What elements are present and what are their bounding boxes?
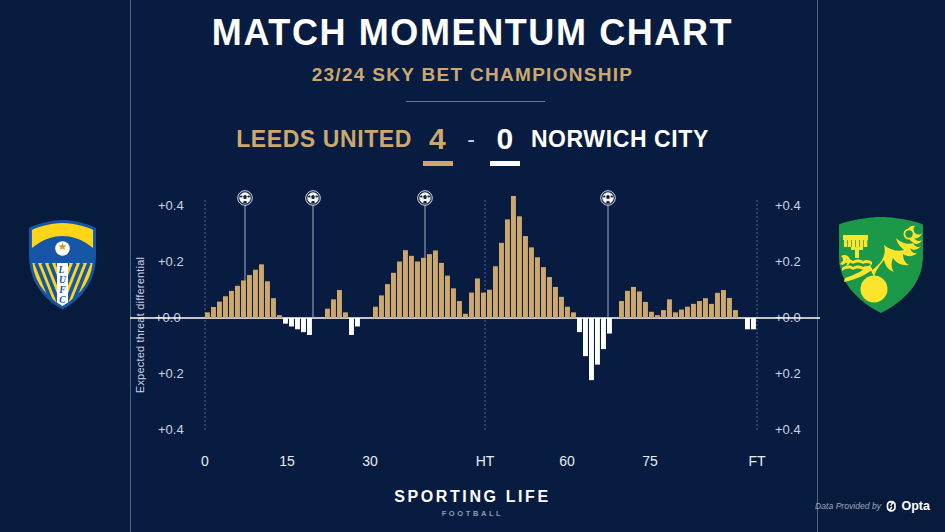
svg-text:C: C: [59, 294, 66, 305]
